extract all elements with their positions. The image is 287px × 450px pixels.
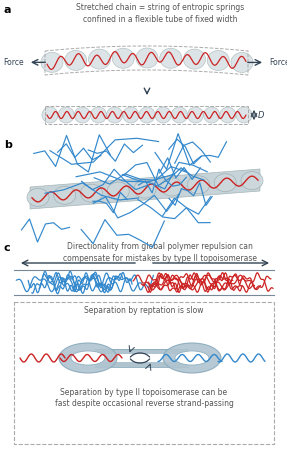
Ellipse shape — [220, 107, 236, 123]
Ellipse shape — [160, 48, 182, 68]
Ellipse shape — [231, 53, 253, 72]
Polygon shape — [95, 349, 188, 367]
Ellipse shape — [204, 107, 220, 123]
Ellipse shape — [171, 107, 187, 123]
Polygon shape — [105, 354, 178, 362]
Ellipse shape — [175, 351, 209, 365]
Ellipse shape — [71, 351, 105, 365]
Text: Separation by reptation is slow: Separation by reptation is slow — [84, 306, 204, 315]
Ellipse shape — [65, 50, 87, 71]
Ellipse shape — [161, 178, 183, 196]
Ellipse shape — [112, 48, 134, 68]
Ellipse shape — [207, 50, 229, 71]
FancyBboxPatch shape — [14, 302, 274, 444]
Ellipse shape — [139, 107, 155, 123]
Ellipse shape — [183, 49, 205, 69]
Ellipse shape — [27, 189, 49, 207]
Text: D: D — [258, 111, 265, 120]
Text: Force: Force — [269, 58, 287, 67]
Ellipse shape — [107, 107, 123, 123]
Text: a: a — [4, 5, 11, 15]
Ellipse shape — [187, 107, 203, 123]
Text: Separation by type II topoisomerase can be
fast despite occasional reverse stran: Separation by type II topoisomerase can … — [55, 388, 233, 408]
Ellipse shape — [241, 171, 263, 189]
Ellipse shape — [58, 107, 74, 123]
Ellipse shape — [134, 180, 156, 198]
Ellipse shape — [214, 174, 236, 192]
Text: b: b — [4, 140, 12, 150]
Ellipse shape — [163, 343, 221, 373]
Ellipse shape — [74, 107, 90, 123]
Ellipse shape — [88, 49, 110, 69]
Text: Stretched chain = string of entropic springs
confined in a flexible tube of fixe: Stretched chain = string of entropic spr… — [76, 3, 244, 24]
Ellipse shape — [80, 184, 102, 202]
Ellipse shape — [90, 107, 106, 123]
Ellipse shape — [107, 182, 129, 200]
Text: Directionality from global polymer repulsion can
compensate for mistakes by type: Directionality from global polymer repul… — [63, 242, 257, 263]
Polygon shape — [30, 169, 260, 209]
Ellipse shape — [41, 52, 63, 72]
Ellipse shape — [187, 176, 210, 194]
Ellipse shape — [155, 107, 171, 123]
Ellipse shape — [123, 107, 139, 123]
Ellipse shape — [54, 186, 76, 204]
Ellipse shape — [236, 107, 252, 123]
Ellipse shape — [42, 107, 58, 123]
Ellipse shape — [136, 48, 158, 68]
Ellipse shape — [59, 343, 117, 373]
Text: c: c — [4, 243, 11, 253]
Text: Force: Force — [3, 58, 24, 67]
